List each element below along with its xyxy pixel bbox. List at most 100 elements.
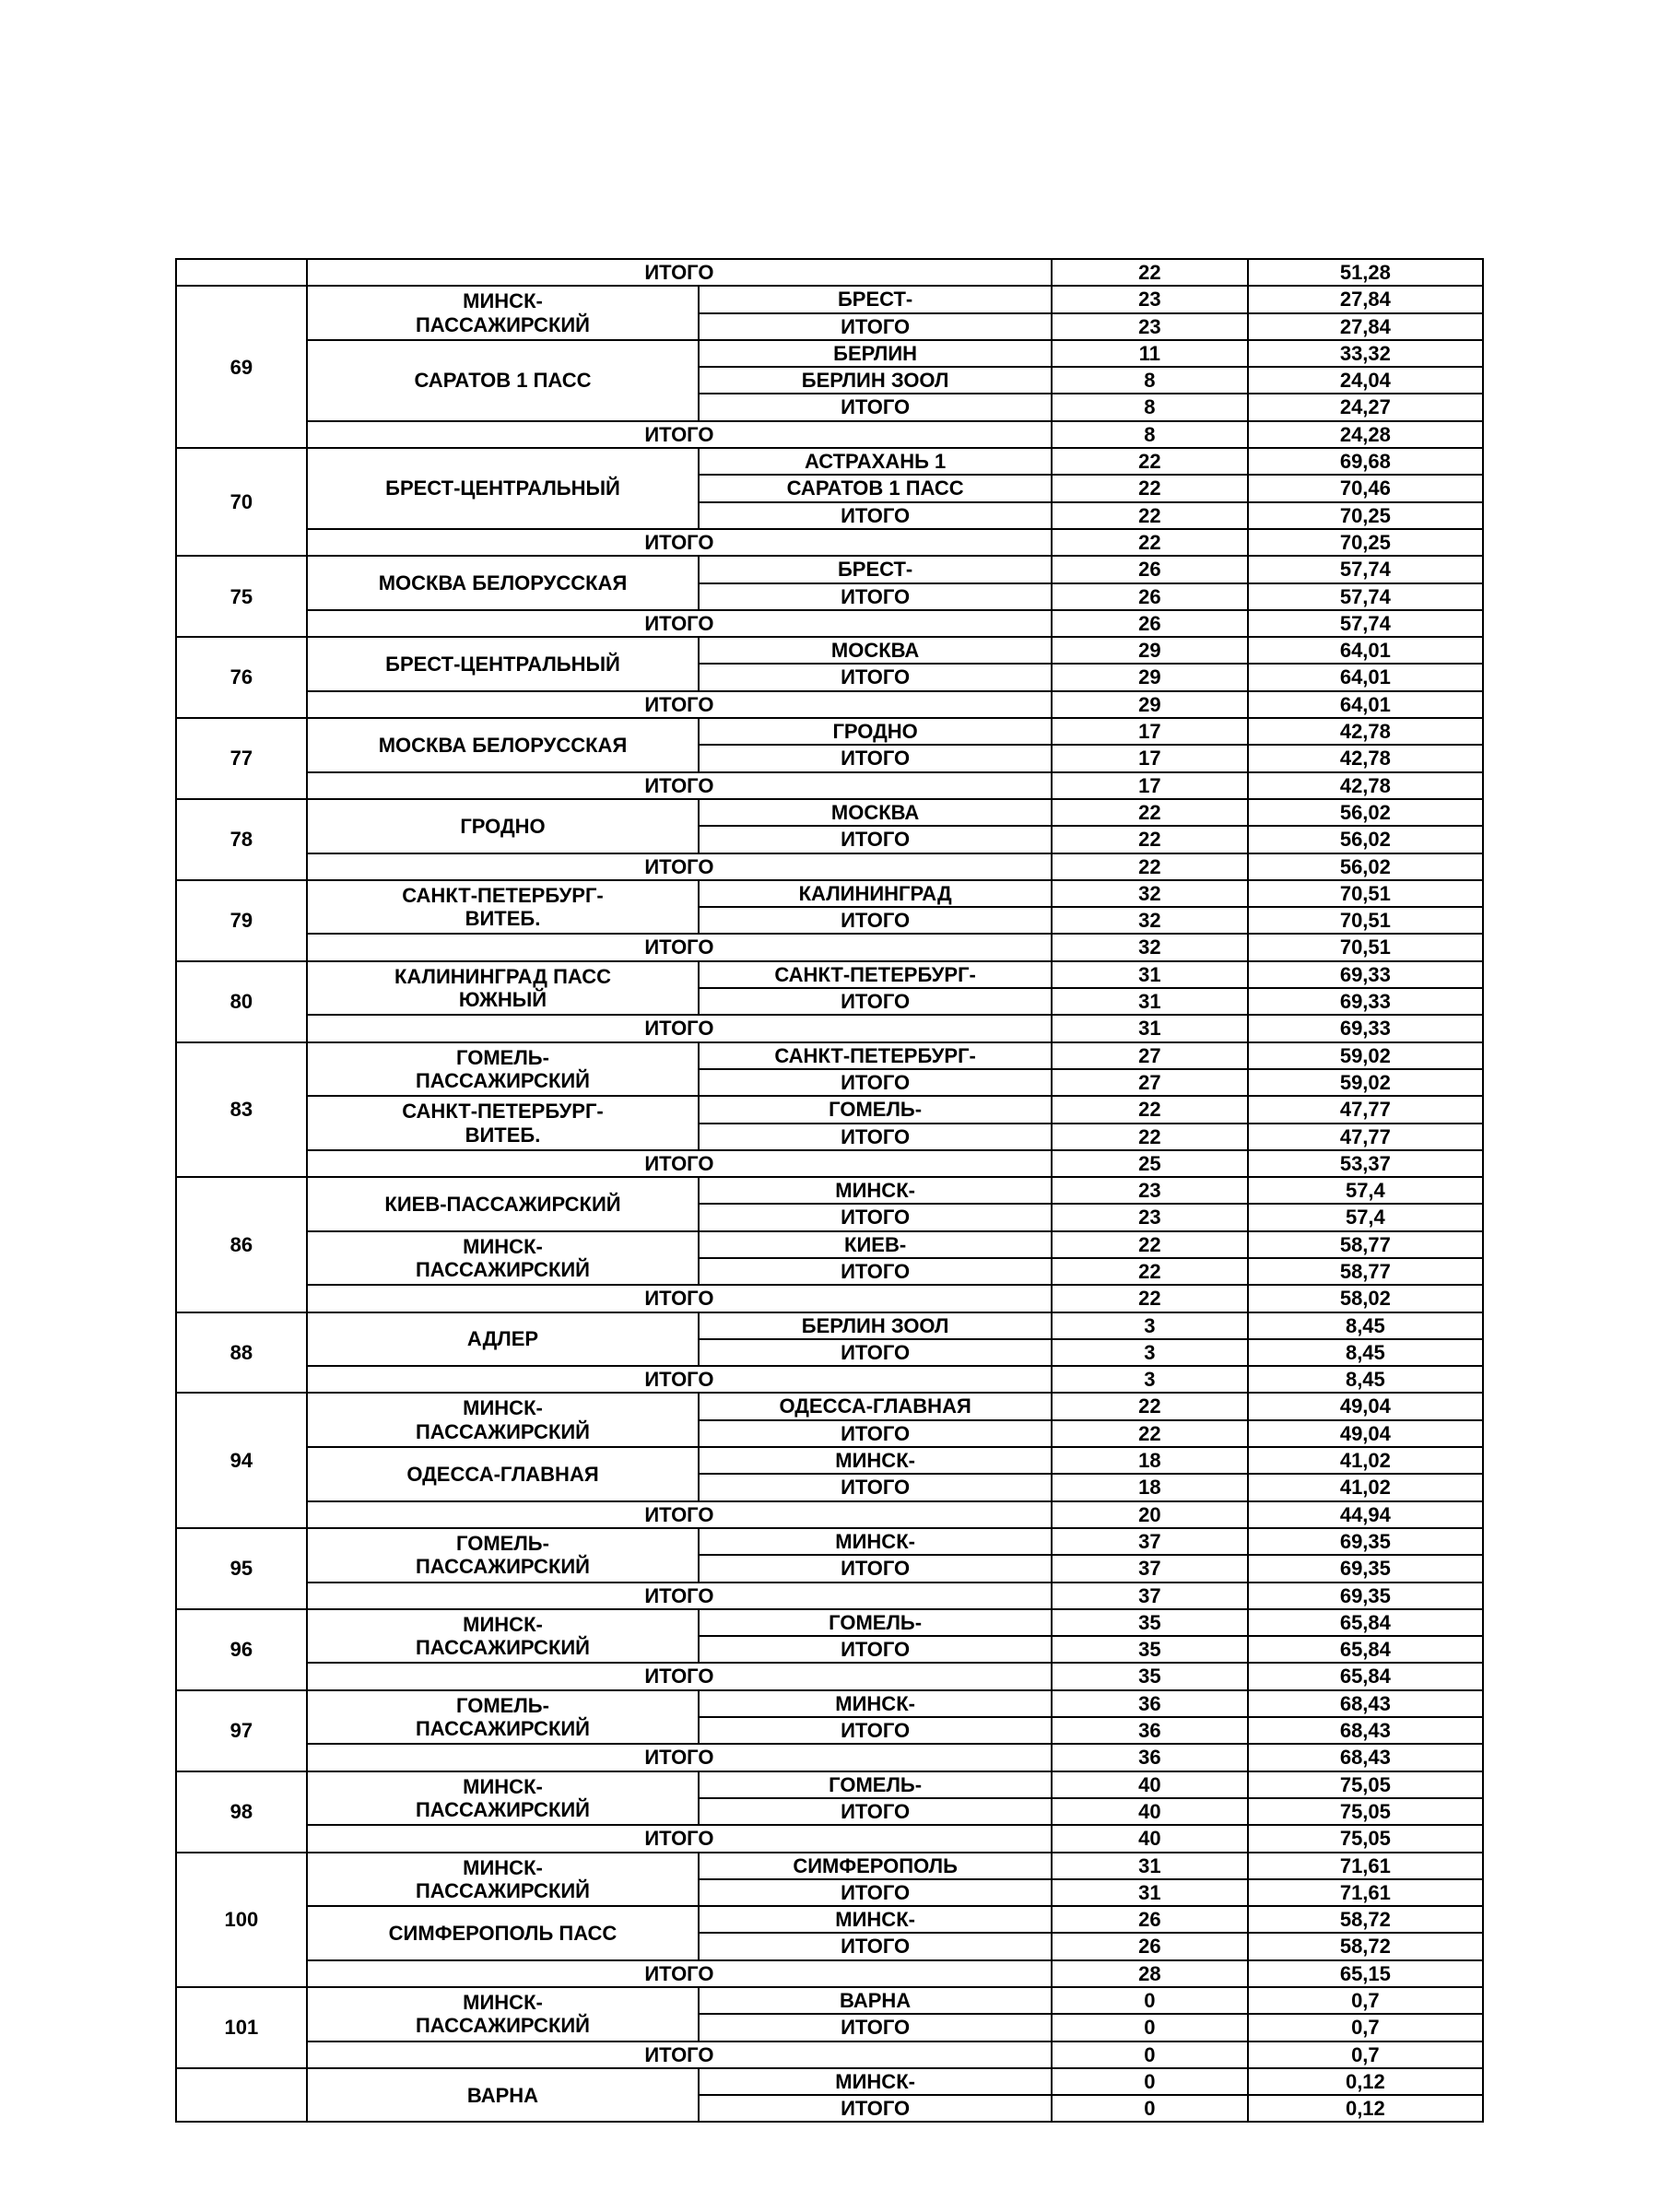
value-col-2: 68,43: [1248, 1690, 1483, 1717]
value-col-1: 23: [1052, 1204, 1248, 1230]
value-col-2: 69,68: [1248, 448, 1483, 475]
table-row: 101МИНСК-ПАССАЖИРСКИЙВАРНА00,7: [176, 1987, 1483, 2014]
origin-station: БРЕСТ-ЦЕНТРАЛЬНЫЙ: [307, 448, 699, 529]
table-row: 79САНКТ-ПЕТЕРБУРГ-ВИТЕБ.КАЛИНИНГРАД3270,…: [176, 880, 1483, 907]
value-col-1: 22: [1052, 1393, 1248, 1419]
table-row: ИТОГО1742,78: [176, 772, 1483, 799]
origin-station: МИНСК-ПАССАЖИРСКИЙ: [307, 286, 699, 340]
value-col-1: 22: [1052, 1231, 1248, 1258]
value-col-1: 18: [1052, 1447, 1248, 1474]
table-row: ИТОГО4075,05: [176, 1825, 1483, 1852]
value-col-1: 8: [1052, 367, 1248, 394]
subtotal-label: ИТОГО: [307, 1501, 1052, 1528]
value-col-1: 36: [1052, 1717, 1248, 1744]
value-col-2: 53,37: [1248, 1150, 1483, 1177]
value-col-1: 27: [1052, 1069, 1248, 1096]
route-number: 96: [176, 1609, 307, 1690]
destination-station: ИТОГО: [699, 1204, 1052, 1230]
table-row: САРАТОВ 1 ПАССБЕРЛИН1133,32: [176, 340, 1483, 367]
table-row: ИТОГО38,45: [176, 1366, 1483, 1393]
schedule-table: ИТОГО2251,2869МИНСК-ПАССАЖИРСКИЙБРЕСТ-23…: [175, 258, 1484, 2123]
route-number: 95: [176, 1528, 307, 1609]
value-col-1: 26: [1052, 1933, 1248, 1959]
table-row: ИТОГО00,7: [176, 2041, 1483, 2068]
value-col-2: 41,02: [1248, 1447, 1483, 1474]
destination-station: ВАРНА: [699, 1987, 1052, 2014]
value-col-2: 69,33: [1248, 988, 1483, 1015]
destination-station: ИТОГО: [699, 502, 1052, 529]
value-col-1: 23: [1052, 286, 1248, 312]
value-col-2: 59,02: [1248, 1069, 1483, 1096]
table-row: 94МИНСК-ПАССАЖИРСКИЙОДЕССА-ГЛАВНАЯ2249,0…: [176, 1393, 1483, 1419]
route-number: 88: [176, 1312, 307, 1394]
origin-station: ГОМЕЛЬ-ПАССАЖИРСКИЙ: [307, 1042, 699, 1097]
subtotal-label: ИТОГО: [307, 1366, 1052, 1393]
value-col-1: 0: [1052, 1987, 1248, 2014]
value-col-1: 40: [1052, 1825, 1248, 1852]
value-col-1: 0: [1052, 2095, 1248, 2122]
value-col-1: 26: [1052, 1906, 1248, 1933]
value-col-2: 0,12: [1248, 2095, 1483, 2122]
value-col-2: 70,46: [1248, 475, 1483, 501]
table-row: ОДЕССА-ГЛАВНАЯМИНСК-1841,02: [176, 1447, 1483, 1474]
subtotal-label: ИТОГО: [307, 259, 1052, 286]
value-col-1: 17: [1052, 772, 1248, 799]
value-col-1: 0: [1052, 2068, 1248, 2095]
table-row: ИТОГО3565,84: [176, 1663, 1483, 1689]
value-col-2: 27,84: [1248, 313, 1483, 340]
destination-station: САНКТ-ПЕТЕРБУРГ-: [699, 961, 1052, 988]
value-col-2: 24,27: [1248, 394, 1483, 420]
destination-station: ИТОГО: [699, 313, 1052, 340]
origin-station: САНКТ-ПЕТЕРБУРГ-ВИТЕБ.: [307, 1096, 699, 1150]
value-col-1: 22: [1052, 259, 1248, 286]
value-col-1: 22: [1052, 1285, 1248, 1312]
origin-station: АДЛЕР: [307, 1312, 699, 1367]
value-col-1: 22: [1052, 475, 1248, 501]
value-col-2: 70,51: [1248, 934, 1483, 960]
destination-station: БРЕСТ-: [699, 556, 1052, 582]
subtotal-label: ИТОГО: [307, 421, 1052, 448]
destination-station: ИТОГО: [699, 1717, 1052, 1744]
table-row: ИТОГО2865,15: [176, 1960, 1483, 1987]
destination-station: БЕРЛИН ЗООЛ: [699, 367, 1052, 394]
subtotal-label: ИТОГО: [307, 934, 1052, 960]
table-row: 80КАЛИНИНГРАД ПАССЮЖНЫЙСАНКТ-ПЕТЕРБУРГ-3…: [176, 961, 1483, 988]
origin-station: МИНСК-ПАССАЖИРСКИЙ: [307, 1987, 699, 2041]
route-number: 97: [176, 1690, 307, 1771]
subtotal-label: ИТОГО: [307, 1150, 1052, 1177]
table-row: 76БРЕСТ-ЦЕНТРАЛЬНЫЙМОСКВА2964,01: [176, 637, 1483, 664]
value-col-1: 8: [1052, 421, 1248, 448]
subtotal-label: ИТОГО: [307, 1663, 1052, 1689]
subtotal-label: ИТОГО: [307, 1960, 1052, 1987]
value-col-2: 64,01: [1248, 637, 1483, 664]
value-col-1: 22: [1052, 1096, 1248, 1123]
origin-station: ВАРНА: [307, 2068, 699, 2123]
subtotal-label: ИТОГО: [307, 853, 1052, 880]
value-col-2: 65,15: [1248, 1960, 1483, 1987]
origin-station: САНКТ-ПЕТЕРБУРГ-ВИТЕБ.: [307, 880, 699, 935]
value-col-1: 31: [1052, 988, 1248, 1015]
origin-station: ГРОДНО: [307, 799, 699, 853]
route-number: 80: [176, 961, 307, 1042]
value-col-2: 56,02: [1248, 799, 1483, 826]
destination-station: ИТОГО: [699, 1124, 1052, 1150]
destination-station: МИНСК-: [699, 1528, 1052, 1555]
route-number: [176, 2068, 307, 2123]
value-col-2: 42,78: [1248, 772, 1483, 799]
destination-station: ГОМЕЛЬ-: [699, 1096, 1052, 1123]
value-col-1: 22: [1052, 853, 1248, 880]
destination-station: ИТОГО: [699, 907, 1052, 934]
value-col-2: 57,4: [1248, 1177, 1483, 1204]
table-row: 100МИНСК-ПАССАЖИРСКИЙСИМФЕРОПОЛЬ3171,61: [176, 1853, 1483, 1879]
route-number: [176, 259, 307, 286]
route-number: 100: [176, 1853, 307, 1987]
value-col-2: 58,72: [1248, 1933, 1483, 1959]
destination-station: МОСКВА: [699, 799, 1052, 826]
value-col-1: 35: [1052, 1609, 1248, 1636]
destination-station: БРЕСТ-: [699, 286, 1052, 312]
value-col-1: 40: [1052, 1771, 1248, 1798]
value-col-2: 42,78: [1248, 745, 1483, 771]
subtotal-label: ИТОГО: [307, 1744, 1052, 1771]
route-number: 98: [176, 1771, 307, 1853]
value-col-2: 69,35: [1248, 1555, 1483, 1582]
